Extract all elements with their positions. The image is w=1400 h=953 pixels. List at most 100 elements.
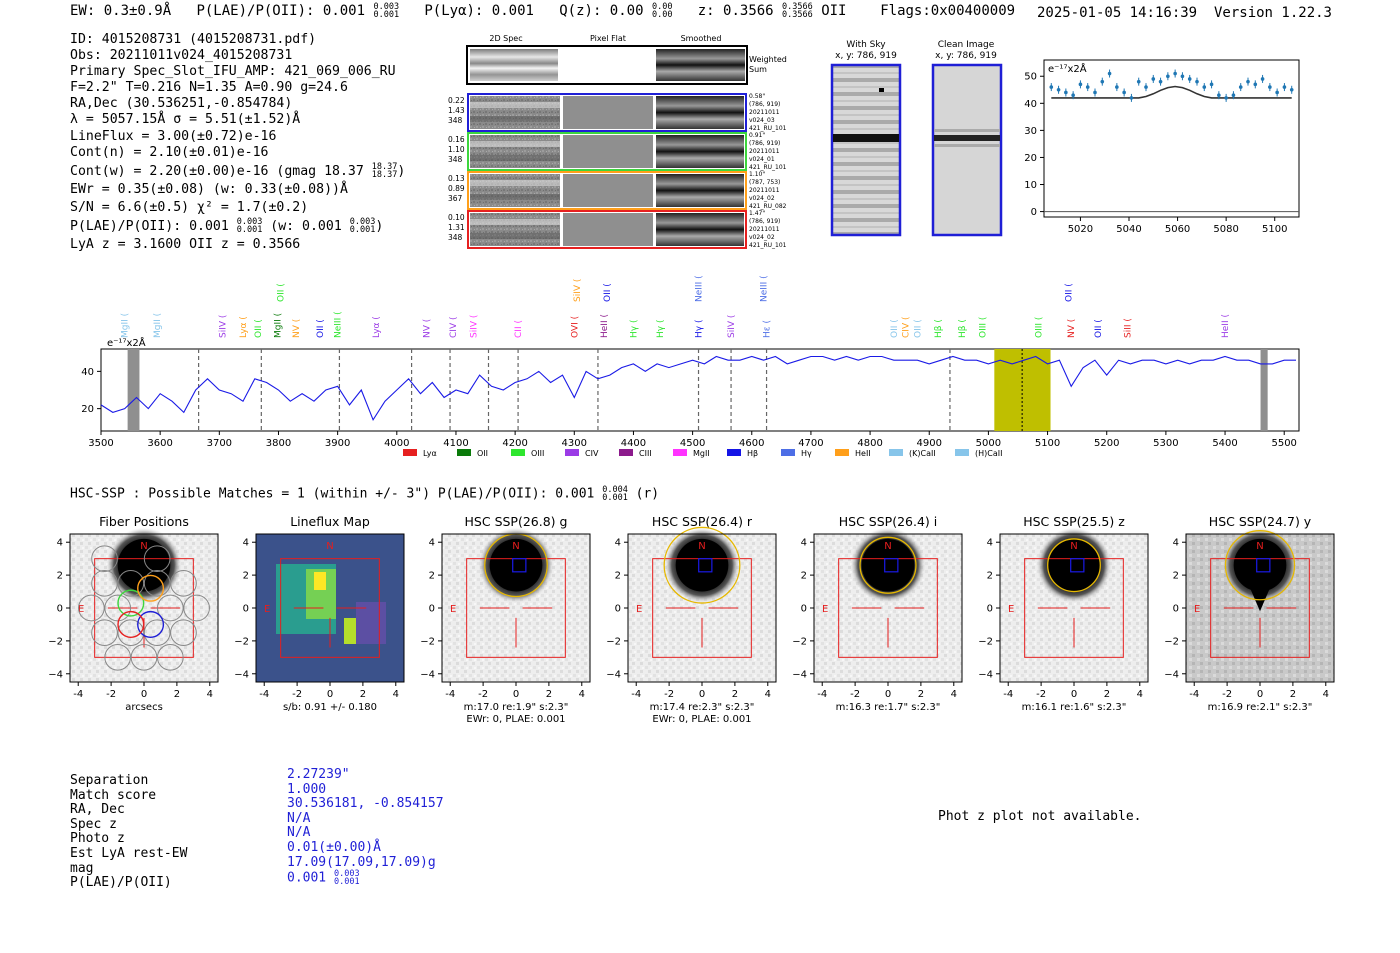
panel-ytick-label: 4	[429, 538, 435, 549]
info-lineflux: LineFlux = 3.00(±0.72)e-16	[70, 128, 277, 144]
legend-swatch	[511, 449, 525, 456]
fiber-circle	[78, 594, 105, 622]
line-id-label: Hε (	[763, 320, 773, 338]
match-label: RA, Dec	[70, 802, 125, 818]
legend-swatch	[889, 449, 903, 456]
stamp-right-label: 1.47"	[749, 210, 765, 217]
info-plae-w-lo: 0.001	[349, 225, 376, 236]
with-sky-artifact	[879, 88, 884, 92]
line-id-label: OII (	[603, 283, 613, 302]
qz-lo: 0.00	[651, 10, 673, 20]
panel-title: HSC SSP(26.4) i	[839, 514, 937, 529]
panel-xtick-label: 0	[699, 689, 705, 700]
masked-band	[1260, 349, 1268, 431]
line-id-label: NV (	[292, 319, 302, 338]
spectrum-xtick-label: 5400	[1212, 438, 1237, 449]
version: Version 1.22.3	[1213, 5, 1332, 21]
panel-xtick-label: -4	[817, 689, 827, 700]
panel-xtick-label: -4	[1189, 689, 1199, 700]
legend-label: (K)CaII	[909, 449, 936, 458]
photz-message: Phot z plot not available.	[938, 809, 1142, 824]
highlighted-fiber	[137, 574, 165, 602]
panel-caption: m:17.4 re:2.3" s:2.3"	[650, 702, 755, 713]
stamp-right-label: 1.10"	[749, 171, 765, 178]
stamp-right-label: 421_RU_101	[749, 242, 787, 249]
panel-ytick-label: 0	[615, 604, 621, 615]
stamp-smooth-image	[656, 96, 744, 129]
line-id-label: SiIV (	[573, 279, 583, 302]
line-id-label: CIV (	[449, 317, 459, 338]
stamp-flat-image	[563, 96, 653, 129]
ellipse-aperture	[859, 536, 917, 594]
stamp-right-label: 0.58"	[749, 93, 765, 100]
spectrum-frame	[100, 348, 1300, 432]
galaxy-core	[1047, 538, 1101, 592]
panel-ytick-label: 2	[57, 571, 63, 582]
zoom-data-point	[1238, 85, 1243, 89]
lineflux-peak	[314, 572, 326, 590]
zoom-data-point	[1260, 77, 1265, 81]
weighted-2d-image	[470, 49, 558, 81]
stamp-2d-trace	[470, 233, 560, 239]
fiber-circle	[183, 594, 210, 622]
panel-caption: s/b: 0.91 +/- 0.180	[283, 702, 377, 713]
spectrum-xtick-label: 4400	[621, 438, 646, 449]
info-plae-hi: 0.003	[236, 217, 263, 228]
stamp-2d-trace	[470, 141, 560, 147]
clean-xy: x, y: 786, 919	[935, 51, 997, 61]
stamp-left-label: 1.43	[448, 106, 465, 115]
stamp-2d-trace	[470, 194, 560, 200]
spectrum-xtick-label: 5200	[1094, 438, 1119, 449]
stamp-left-label: 367	[448, 194, 463, 203]
panel-ytick-label: 4	[1173, 538, 1179, 549]
match-marker	[884, 558, 899, 573]
ellipse-aperture	[1047, 538, 1101, 593]
panel-ytick-label: 4	[987, 538, 993, 549]
panel-title: Fiber Positions	[99, 514, 189, 529]
fiber-circle	[143, 619, 171, 646]
east-label: E	[264, 604, 270, 615]
spectrum-chart: MgII (MgII (SiIV (Lyα (OII (MgII (OII (N…	[81, 275, 1300, 458]
fiber-circle	[117, 619, 145, 646]
spectrum-xtick-label: 3700	[207, 438, 232, 449]
panel-ytick-label: 0	[243, 604, 249, 615]
panel-xtick-label: 4	[1323, 689, 1329, 700]
info-ewr: EWr = 0.35(±0.08) (w: 0.33(±0.08))Å	[70, 181, 348, 197]
legend-label: OII	[477, 449, 488, 458]
info-plae: P(LAE)/P(OII): 0.001 0.003 0.001 (w: 0.00…	[70, 217, 384, 236]
zoom-data-point	[1224, 96, 1228, 100]
line-id-label: Lyα (	[239, 316, 249, 338]
panel-title: HSC SSP(26.4) r	[652, 514, 753, 529]
highlighted-fiber	[117, 589, 145, 617]
zoom-data-point	[1173, 71, 1177, 76]
match-label: Match score	[70, 787, 157, 803]
north-label: N	[698, 541, 705, 552]
match-marker	[1070, 558, 1085, 573]
east-label: E	[450, 604, 456, 615]
lya-ew-value: 0.01(±0.00)Å	[287, 839, 381, 855]
photoz-value: N/A	[287, 825, 311, 841]
line-id-label: Hβ (	[958, 319, 968, 338]
match-plae-hi: 0.003	[333, 869, 360, 880]
line-id-label: OIII (	[978, 317, 988, 338]
stamp-right-label: (786, 919)	[749, 218, 780, 225]
zoom-data-point	[1136, 79, 1141, 84]
panel-ytick-label: 0	[429, 604, 435, 615]
ellipse-aperture	[1224, 530, 1296, 601]
panel-ytick-label: −2	[234, 636, 249, 647]
stamp-right-label: 20211011	[749, 148, 780, 155]
panel-xtick-label: -2	[292, 689, 302, 700]
summary-header: EW: 0.3±0.9Å P(LAE)/P(OII): 0.001 0.003 0…	[70, 3, 1015, 20]
east-label: E	[822, 604, 828, 615]
col-smoothed: Smoothed	[681, 34, 722, 43]
stamp-flat-image	[563, 213, 653, 246]
spectrum-xtick-label: 5300	[1153, 438, 1178, 449]
fiber-circle	[156, 644, 184, 671]
panel-xtick-label: -4	[1003, 689, 1013, 700]
spectrum-data	[100, 355, 1296, 422]
line-id-label: HeII (	[1221, 314, 1231, 338]
zoom-data-point	[1122, 90, 1126, 95]
panel-title: HSC SSP(26.8) g	[465, 514, 568, 529]
north-label: N	[326, 541, 333, 552]
hsc-plae-hi: 0.004	[602, 485, 628, 495]
